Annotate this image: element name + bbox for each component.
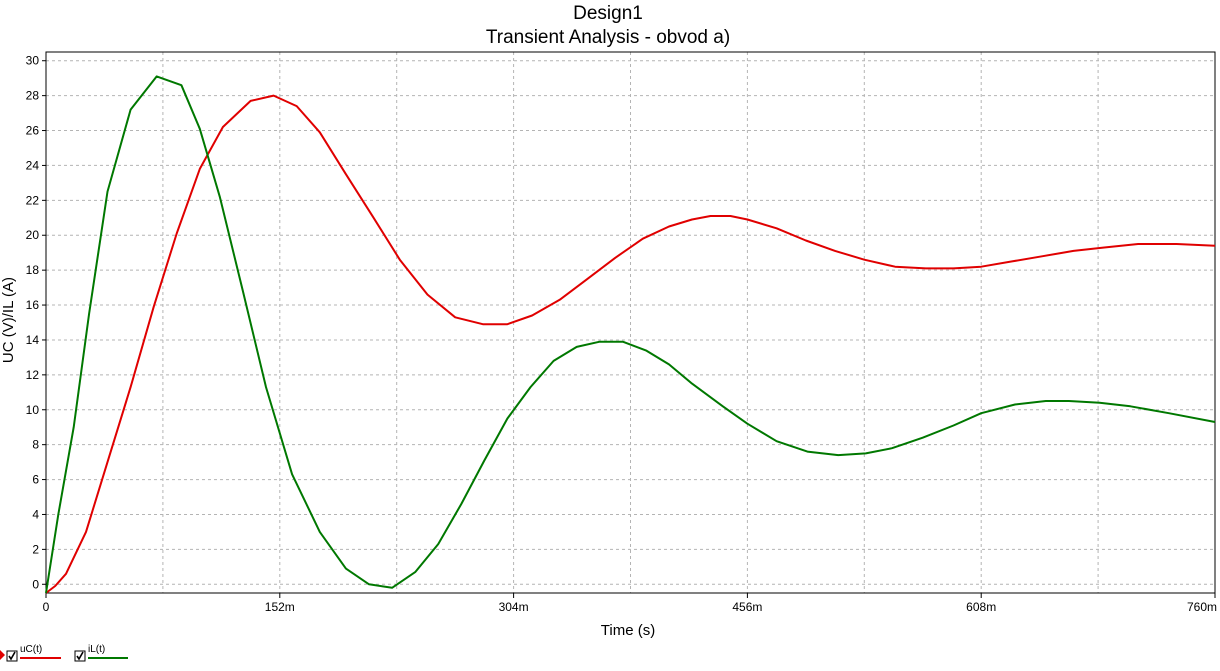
- x-tick-label: 152m: [265, 600, 295, 614]
- checkmark-icon: [76, 651, 84, 661]
- legend-label-il: iL(t): [88, 644, 105, 655]
- legend-marker-icon: [0, 650, 5, 660]
- y-tick-label: 2: [32, 542, 39, 556]
- y-tick-label: 16: [26, 298, 40, 312]
- x-axis-ticks: 0 152m 304m 456m 608m 760m: [43, 593, 1217, 614]
- y-tick-label: 4: [32, 507, 39, 521]
- grid: [46, 52, 1215, 593]
- y-tick-label: 28: [26, 89, 40, 103]
- plot-area[interactable]: [45, 51, 1216, 594]
- y-tick-label: 12: [26, 368, 40, 382]
- x-tick-label: 0: [43, 600, 50, 614]
- legend-item-uc[interactable]: uC(t): [6, 644, 61, 662]
- series-line-il: [45, 75, 1216, 594]
- legend-label-uc: uC(t): [20, 644, 42, 655]
- legend-item-il[interactable]: iL(t): [74, 644, 128, 662]
- y-tick-label: 0: [32, 577, 39, 591]
- y-tick-label: 8: [32, 438, 39, 452]
- y-tick-label: 14: [26, 333, 40, 347]
- y-tick-label: 20: [26, 228, 40, 242]
- x-tick-label: 608m: [966, 600, 996, 614]
- y-tick-label: 18: [26, 263, 40, 277]
- y-axis-title: UC (V)/IL (A): [0, 277, 17, 363]
- chart-title: Design1: [573, 3, 643, 24]
- chart-subtitle: Transient Analysis - obvod a): [486, 27, 730, 48]
- y-tick-label: 30: [26, 54, 40, 68]
- x-tick-label: 760m: [1187, 600, 1217, 614]
- y-tick-label: 6: [32, 473, 39, 487]
- y-tick-label: 26: [26, 124, 40, 138]
- x-tick-label: 456m: [732, 600, 762, 614]
- y-tick-label: 22: [26, 193, 40, 207]
- series-layer: [45, 75, 1216, 594]
- x-axis-title: Time (s): [601, 622, 655, 639]
- y-tick-label: 24: [26, 158, 40, 172]
- y-tick-label: 10: [26, 403, 40, 417]
- x-tick-label: 304m: [499, 600, 529, 614]
- legend: uC(t) iL(t): [0, 644, 128, 662]
- series-line-uc: [45, 94, 1216, 594]
- checkmark-icon: [8, 651, 16, 661]
